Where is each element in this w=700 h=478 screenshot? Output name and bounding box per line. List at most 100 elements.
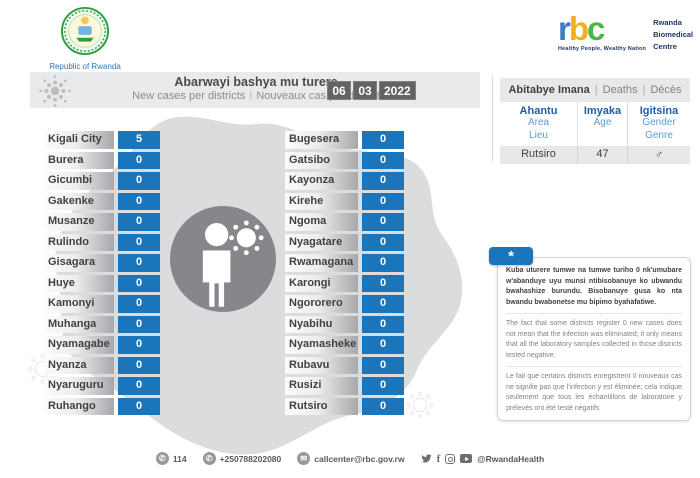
district-case-count: 0 [362, 192, 404, 210]
hotline-short: ✆ 114 [155, 452, 187, 465]
district-row: Karongi 0 [285, 274, 404, 292]
district-name: Burera [44, 151, 114, 169]
panel-divider [492, 76, 493, 162]
district-row: Gatsibo 0 [285, 151, 404, 169]
district-name: Kayonza [285, 172, 358, 190]
email-icon: ✉ [297, 452, 311, 465]
district-name: Rutsiro [285, 397, 358, 415]
male-symbol: ♂ [654, 149, 664, 161]
district-row: Musanze 0 [44, 213, 160, 231]
district-case-count: 0 [362, 336, 404, 354]
person-with-virus-icon [202, 220, 264, 307]
district-column-middle: Bugesera 0 Gatsibo 0 Kayonza 0 Kirehe 0 Ngoma 0 Ny… [285, 131, 404, 415]
virus-icon [39, 75, 71, 107]
district-row: Rulindo 0 [44, 233, 160, 251]
district-case-count: 0 [362, 274, 404, 292]
note-separator [506, 313, 682, 314]
district-name: Kirehe [285, 192, 358, 210]
district-column-left: Kigali City 5 Burera 0 Gicumbi 0 Gakenke 0 Musan… [44, 131, 160, 415]
district-name: Musanze [44, 213, 114, 231]
twitter-icon [421, 454, 432, 463]
district-case-count: 0 [118, 233, 160, 251]
note-box: * Kuba uturere tumwe na tumwe turiho 0 n… [489, 247, 691, 421]
district-case-count: 0 [118, 397, 160, 415]
district-row: Rwamagana 0 [285, 254, 404, 272]
youtube-icon [460, 454, 473, 463]
date-day: 06 [327, 81, 351, 100]
rbc-letters: rbc [558, 10, 605, 47]
rbc-tagline: Healthy People, Wealthy Nation [558, 46, 647, 52]
district-row: Burera 0 [44, 151, 160, 169]
district-case-count: 0 [362, 397, 404, 415]
district-row: Rusizi 0 [285, 377, 404, 395]
decor-virus-icon [406, 391, 434, 419]
district-name: Nyabihu [285, 315, 358, 333]
death-record-row: Rutsiro 47 ♂ [500, 146, 690, 164]
district-name: Ngororero [285, 295, 358, 313]
note-french: Le fait que certains districts enregistr… [506, 373, 682, 412]
header-band: Abarwayi bashya mu turere New cases per … [30, 72, 480, 108]
district-case-count: 0 [362, 254, 404, 272]
district-row: Huye 0 [44, 274, 160, 292]
district-name: Kigali City [44, 131, 114, 149]
note-kinyarwanda: Kuba uturere tumwe na tumwe turiho 0 nk'… [506, 267, 682, 306]
district-row: Nyaruguru 0 [44, 377, 160, 395]
district-row: Kayonza 0 [285, 172, 404, 190]
rbc-logo: rbc Healthy People, Wealthy Nation Rwand… [558, 10, 693, 53]
deaths-table-header: Ahantu Area Lieu Imyaka Age Igitsina Gen… [500, 102, 690, 146]
rwanda-coat-of-arms-icon [60, 6, 110, 56]
district-case-count: 0 [118, 274, 160, 292]
district-name: Kamonyi [44, 295, 114, 313]
district-row: Gicumbi 0 [44, 172, 160, 190]
district-name: Rulindo [44, 233, 114, 251]
district-name: Gisagara [44, 254, 114, 272]
district-name: Nyaruguru [44, 377, 114, 395]
col-age: Imyaka Age [578, 102, 628, 146]
district-row: Nyabihu 0 [285, 315, 404, 333]
deaths-table: Ahantu Area Lieu Imyaka Age Igitsina Gen… [500, 102, 690, 164]
district-name: Rubavu [285, 356, 358, 374]
district-row: Kigali City 5 [44, 131, 160, 149]
district-row: Kirehe 0 [285, 192, 404, 210]
district-name: Gatsibo [285, 151, 358, 169]
person-virus-graphic [170, 206, 276, 312]
district-row: Kamonyi 0 [44, 295, 160, 313]
district-case-count: 0 [118, 172, 160, 190]
contact-email[interactable]: ✉ callcenter@rbc.gov.rw [297, 452, 405, 465]
district-name: Nyamagabe [44, 336, 114, 354]
death-place: Rutsiro [500, 146, 578, 164]
district-row: Bugesera 0 [285, 131, 404, 149]
district-row: Nyamagabe 0 [44, 336, 160, 354]
district-name: Rwamagana [285, 254, 358, 272]
date-month: 03 [353, 81, 377, 100]
district-name: Bugesera [285, 131, 358, 149]
district-case-count: 0 [362, 295, 404, 313]
district-case-count: 0 [362, 233, 404, 251]
district-name: Nyanza [44, 356, 114, 374]
district-row: Nyamasheke 0 [285, 336, 404, 354]
district-case-count: 0 [118, 315, 160, 333]
district-row: Ngororero 0 [285, 295, 404, 313]
district-case-count: 0 [118, 336, 160, 354]
district-name: Muhanga [44, 315, 114, 333]
district-name: Karongi [285, 274, 358, 292]
deaths-panel-title: Abitabye Imana | Deaths | Décès [500, 78, 690, 102]
district-name: Gicumbi [44, 172, 114, 190]
district-case-count: 0 [118, 295, 160, 313]
instagram-icon [445, 453, 456, 464]
phone-icon: ✆ [202, 452, 216, 465]
district-case-count: 0 [362, 172, 404, 190]
district-case-count: 0 [118, 151, 160, 169]
gov-logo-line1: Republic of Rwanda [49, 62, 121, 71]
col-gender: Igitsina Gender Genre [639, 105, 679, 141]
col-place: Ahantu Area Lieu [500, 102, 578, 146]
district-case-count: 0 [362, 131, 404, 149]
district-name: Nyamasheke [285, 336, 358, 354]
district-name: Ngoma [285, 213, 358, 231]
district-case-count: 0 [362, 356, 404, 374]
death-age: 47 [578, 146, 628, 164]
social-links[interactable]: f @RwandaHealth [421, 453, 544, 465]
note-separator [506, 366, 682, 367]
note-english: The fact that some districts register 0 … [506, 320, 682, 359]
